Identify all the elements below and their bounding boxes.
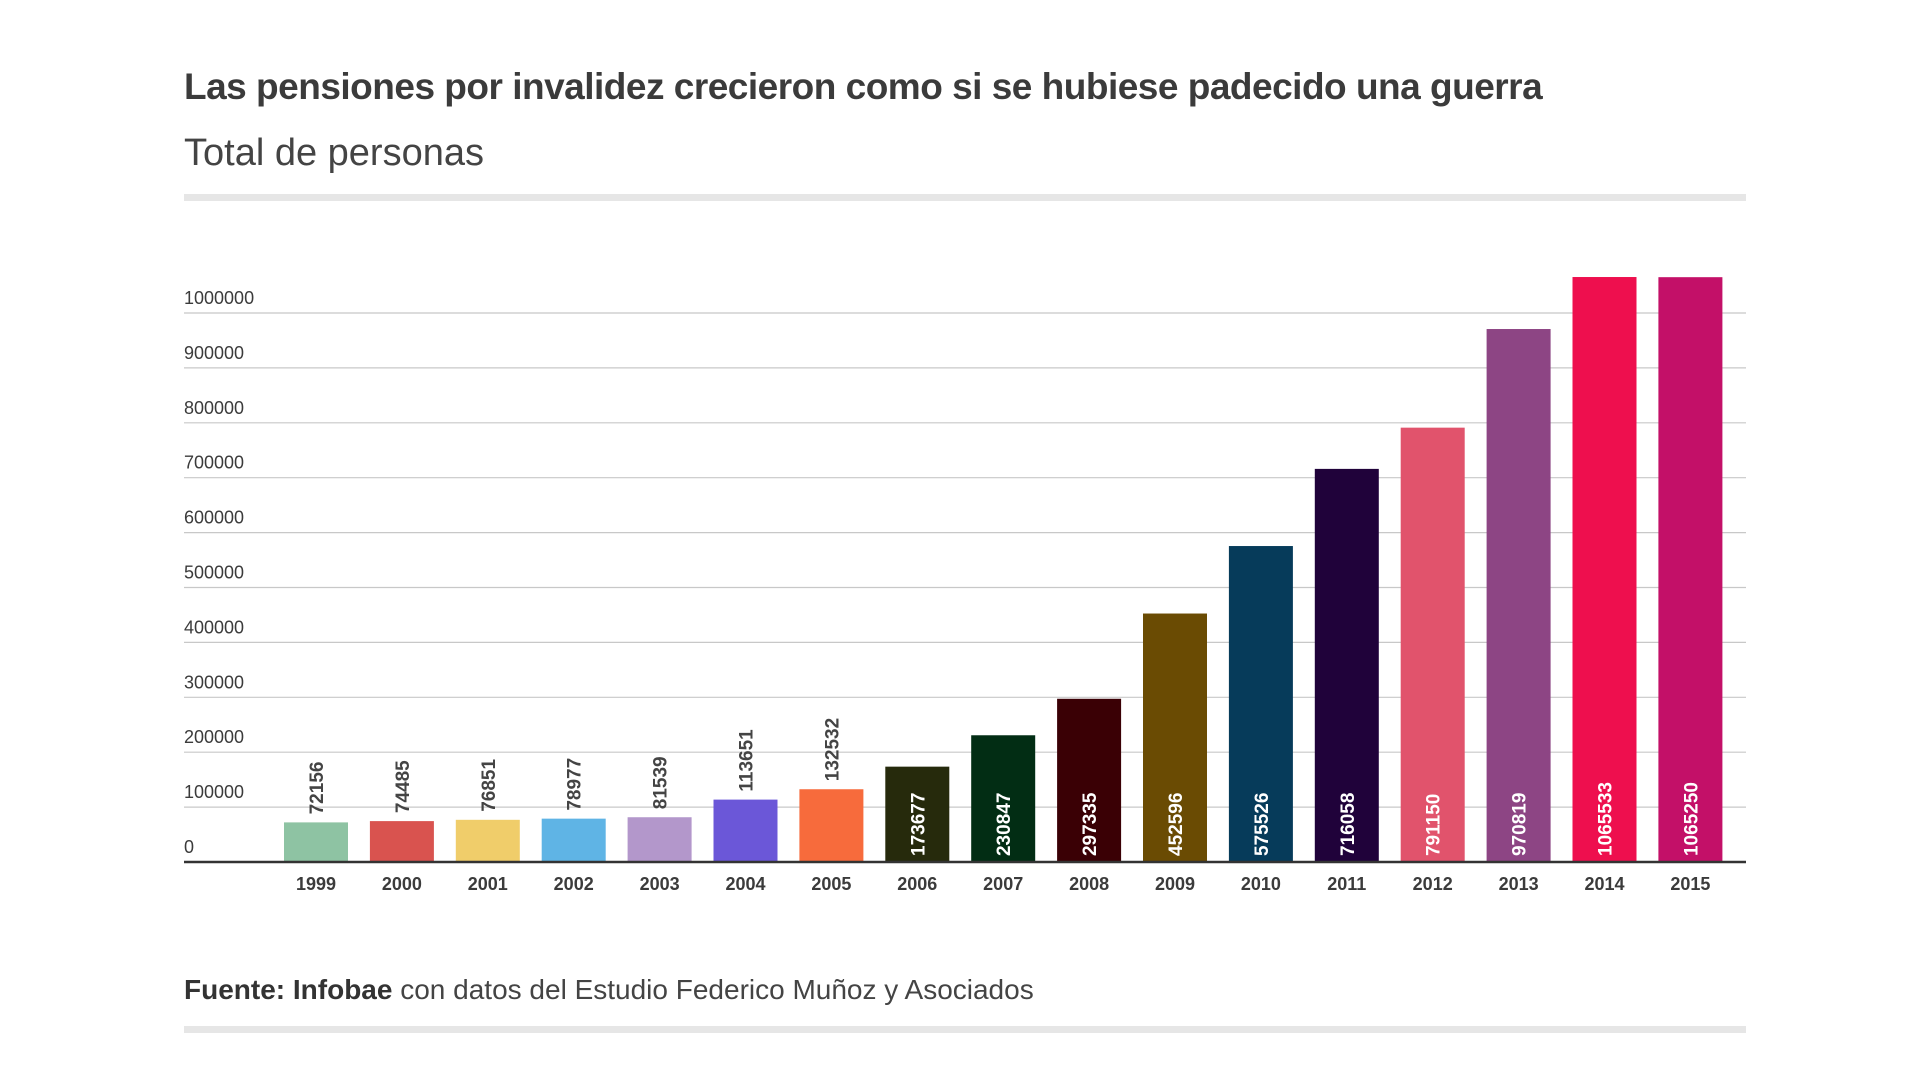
bar-value-label: 1065250 [1681, 782, 1702, 856]
footer-divider [184, 1026, 1746, 1033]
x-tick-label: 2013 [1499, 874, 1539, 894]
y-tick-label: 100000 [184, 782, 244, 802]
bar-value-label: 1065533 [1596, 782, 1617, 856]
bar [369, 821, 434, 862]
bar [627, 817, 692, 862]
y-tick-label: 400000 [184, 617, 244, 637]
x-tick-label: 2012 [1413, 874, 1453, 894]
y-tick-label: 0 [184, 837, 194, 857]
bar [1228, 546, 1293, 862]
y-tick-label: 500000 [184, 563, 244, 583]
x-tick-label: 2008 [1069, 874, 1109, 894]
bar [799, 789, 864, 862]
bar-value-label: 81539 [651, 756, 672, 809]
y-tick-label: 900000 [184, 343, 244, 363]
bar [1057, 698, 1122, 862]
bar-value-label: 76851 [479, 759, 500, 812]
bar [971, 735, 1036, 862]
x-tick-label: 2000 [382, 874, 422, 894]
x-tick-label: 2011 [1327, 874, 1366, 894]
bar-value-label: 72156 [307, 762, 328, 815]
bar-value-label: 297335 [1080, 792, 1101, 856]
chart-title: Las pensiones por invalidez crecieron co… [184, 66, 1543, 107]
bar-value-label: 78977 [565, 758, 586, 811]
bar [885, 766, 950, 862]
y-tick-label: 700000 [184, 453, 244, 473]
bar [284, 822, 348, 862]
bar-value-label: 230847 [994, 793, 1015, 856]
bar-value-label: 791150 [1424, 794, 1445, 856]
x-tick-label: 1999 [296, 874, 336, 894]
chart-subtitle: Total de personas [184, 132, 484, 174]
source-text: con datos del Estudio Federico Muñoz y A… [392, 974, 1034, 1005]
bar-value-label: 173677 [908, 793, 929, 856]
bar [1314, 468, 1379, 862]
bar-value-label: 113651 [737, 729, 758, 792]
y-tick-label: 300000 [184, 672, 244, 692]
x-tick-label: 2001 [468, 874, 508, 894]
y-tick-label: 600000 [184, 508, 244, 528]
bar-value-label: 970819 [1510, 793, 1531, 856]
y-tick-label: 200000 [184, 727, 244, 747]
bar [455, 819, 520, 862]
y-tick-label: 800000 [184, 398, 244, 418]
x-tick-label: 2002 [554, 874, 594, 894]
bar [1572, 277, 1637, 863]
bar-value-label: 716058 [1338, 793, 1359, 856]
header-divider [184, 194, 1746, 201]
source-label: Fuente: Infobae [184, 974, 393, 1005]
x-tick-label: 2015 [1670, 874, 1710, 894]
x-tick-label: 2007 [983, 874, 1023, 894]
bar [1400, 427, 1465, 862]
x-tick-label: 2003 [640, 874, 680, 894]
x-tick-label: 2004 [725, 874, 765, 894]
bar [1486, 329, 1551, 862]
x-tick-label: 2010 [1241, 874, 1281, 894]
bar-value-label: 452596 [1166, 793, 1187, 856]
bar [1658, 277, 1723, 863]
x-tick-label: 2006 [897, 874, 937, 894]
x-tick-label: 2014 [1584, 874, 1624, 894]
bar [1143, 613, 1207, 862]
bar-value-label: 575526 [1252, 793, 1273, 856]
x-tick-label: 2005 [811, 874, 851, 894]
bar-value-label: 132532 [822, 718, 843, 781]
y-tick-label: 1000000 [184, 288, 254, 308]
source-note: Fuente: Infobae con datos del Estudio Fe… [184, 974, 1034, 1006]
bar [541, 818, 606, 862]
x-tick-label: 2009 [1155, 874, 1195, 894]
bar-value-label: 74485 [393, 760, 414, 813]
bar [713, 799, 778, 862]
